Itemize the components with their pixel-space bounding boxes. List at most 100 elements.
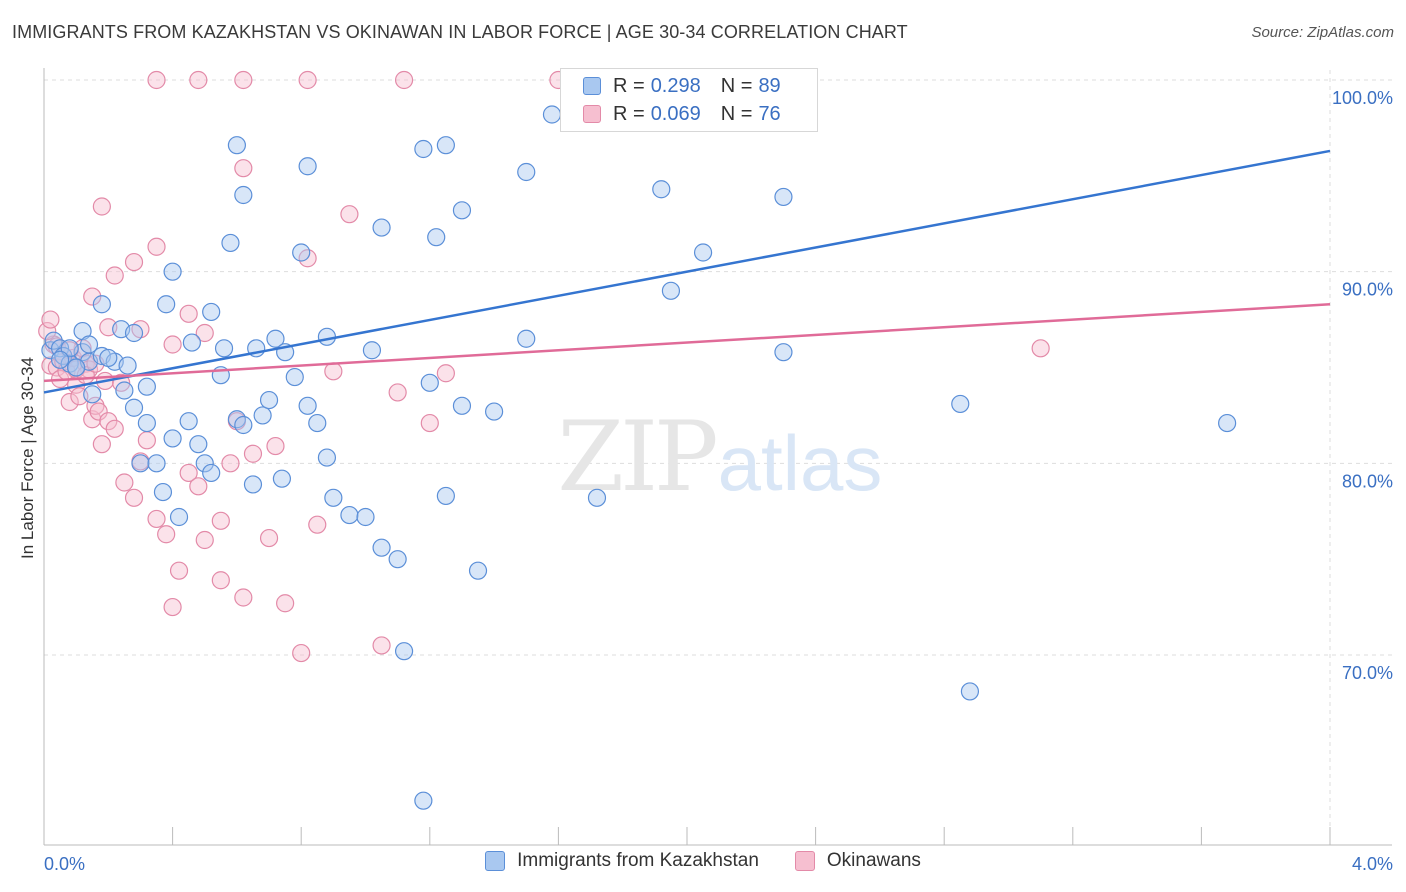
- chart-title: IMMIGRANTS FROM KAZAKHSTAN VS OKINAWAN I…: [12, 22, 908, 42]
- kazakhstan-point: [340, 505, 359, 525]
- kazakhstan-point: [118, 356, 137, 375]
- kazakhstan-point: [436, 136, 455, 155]
- kazakhstan-point: [182, 333, 201, 352]
- legend-swatch-pink: [583, 105, 601, 123]
- kazakhstan-point: [774, 343, 793, 362]
- axes: [43, 68, 1392, 846]
- kazakhstan-point: [693, 243, 713, 262]
- stats-legend: R = 0.298 N = 89 R = 0.069 N = 76: [560, 68, 818, 132]
- kazakhstan-point: [298, 157, 317, 176]
- kazakhstan-point: [179, 412, 198, 431]
- okinawans-point: [1031, 339, 1050, 358]
- kazakhstan-point: [272, 469, 292, 488]
- kazakhstan-point: [234, 415, 253, 435]
- kazakhstan-point: [542, 105, 562, 124]
- okinawans-point: [179, 304, 198, 323]
- kazakhstan-point: [298, 396, 317, 415]
- okinawans-point: [41, 310, 60, 329]
- kazakhstan-point: [124, 323, 144, 343]
- okinawans-point: [147, 509, 166, 529]
- y-tick-label: 100.0%: [1332, 88, 1393, 108]
- y-tick-label: 70.0%: [1342, 663, 1393, 683]
- okinawans-point: [83, 287, 102, 306]
- kazakhstan-point: [468, 561, 488, 580]
- kazakhstan-point: [285, 367, 304, 387]
- kazakhstan-point: [652, 180, 671, 199]
- okinawans-point: [234, 70, 253, 90]
- kazakhstan-point: [356, 507, 375, 527]
- okinawans-point: [38, 321, 57, 341]
- n-label: N =: [720, 102, 753, 125]
- kazakhstan-point: [163, 262, 182, 281]
- kazakhstan-point: [243, 475, 263, 494]
- kazakhstan-point: [960, 682, 980, 701]
- kazakhstan-point: [266, 329, 285, 348]
- kazakhstan-point: [83, 385, 102, 404]
- okinawans-point: [234, 588, 253, 607]
- series-legend: Immigrants from Kazakhstan Okinawans: [0, 850, 1406, 872]
- legend-swatch-pink: [794, 851, 815, 871]
- okinawans-point: [292, 643, 311, 663]
- kazakhstan-point: [214, 339, 234, 358]
- n-label: N =: [720, 74, 753, 97]
- okinawans-point: [189, 477, 208, 496]
- okinawans-point: [221, 454, 240, 473]
- watermark: ZIP atlas: [557, 401, 882, 513]
- okinawans-point: [195, 323, 214, 343]
- source-label: Source: ZipAtlas.com: [1251, 24, 1394, 41]
- okinawans-point: [147, 237, 166, 256]
- r-label: R =: [613, 102, 645, 125]
- kazakhstan-point: [420, 373, 439, 392]
- legend-swatch-blue: [485, 851, 506, 871]
- okinawans-point: [372, 636, 391, 655]
- okinawans-point: [243, 444, 263, 463]
- kazakhstan-point: [372, 538, 391, 557]
- legend-swatch-blue: [583, 77, 601, 95]
- kazakhstan-point: [189, 435, 208, 454]
- okinawans-point: [298, 70, 317, 90]
- okinawans-point: [211, 571, 230, 590]
- legend-item-kazakhstan[interactable]: Immigrants from Kazakhstan: [485, 850, 759, 872]
- kazakhstan-point: [234, 185, 253, 205]
- kazakhstan-point: [221, 233, 240, 253]
- kazakhstan-point: [169, 507, 189, 527]
- kazakhstan-point: [137, 377, 156, 396]
- okinawans-point: [60, 392, 79, 412]
- legend-item-okinawans[interactable]: Okinawans: [794, 850, 921, 872]
- kazakhstan-point: [394, 642, 414, 661]
- kazakhstan-point: [414, 139, 433, 159]
- okinawans-point: [179, 463, 198, 483]
- kazakhstan-point: [163, 429, 182, 448]
- okinawans-point: [92, 435, 111, 454]
- okinawans-point: [266, 436, 285, 456]
- kazakhstan-point: [227, 136, 246, 155]
- okinawans-point: [276, 594, 295, 613]
- okinawans-points: [38, 70, 1050, 663]
- okinawans-point: [163, 335, 182, 354]
- kazakhstan-point: [951, 394, 970, 414]
- okinawans-point: [137, 431, 156, 450]
- okinawans-point: [234, 159, 253, 178]
- okinawans-point: [115, 473, 134, 492]
- x-tick-label: 4.0%: [1352, 854, 1393, 874]
- kazakhstan-point: [292, 243, 311, 262]
- kazakhstan-point: [436, 486, 455, 506]
- kazakhstan-point: [124, 398, 144, 417]
- r-value: 0.069: [650, 102, 701, 125]
- kazakhstan-points: [41, 105, 1237, 810]
- kazakhstan-point: [79, 335, 99, 354]
- kazakhstan-point: [587, 488, 607, 507]
- kazakhstan-point: [147, 454, 166, 473]
- y-axis-label: In Labor Force | Age 30-34: [18, 357, 37, 559]
- kazakhstan-point: [202, 302, 221, 322]
- kazakhstan-point: [452, 201, 472, 220]
- kazakhstan-point: [317, 327, 337, 346]
- okinawans-point: [105, 266, 124, 285]
- watermark-zip: ZIP: [557, 401, 716, 513]
- kazakhstan-point: [67, 358, 86, 377]
- okinawans-point: [124, 252, 144, 272]
- kazakhstan-point: [137, 413, 156, 433]
- okinawans-point: [92, 197, 111, 216]
- kazakhstan-point: [195, 454, 214, 473]
